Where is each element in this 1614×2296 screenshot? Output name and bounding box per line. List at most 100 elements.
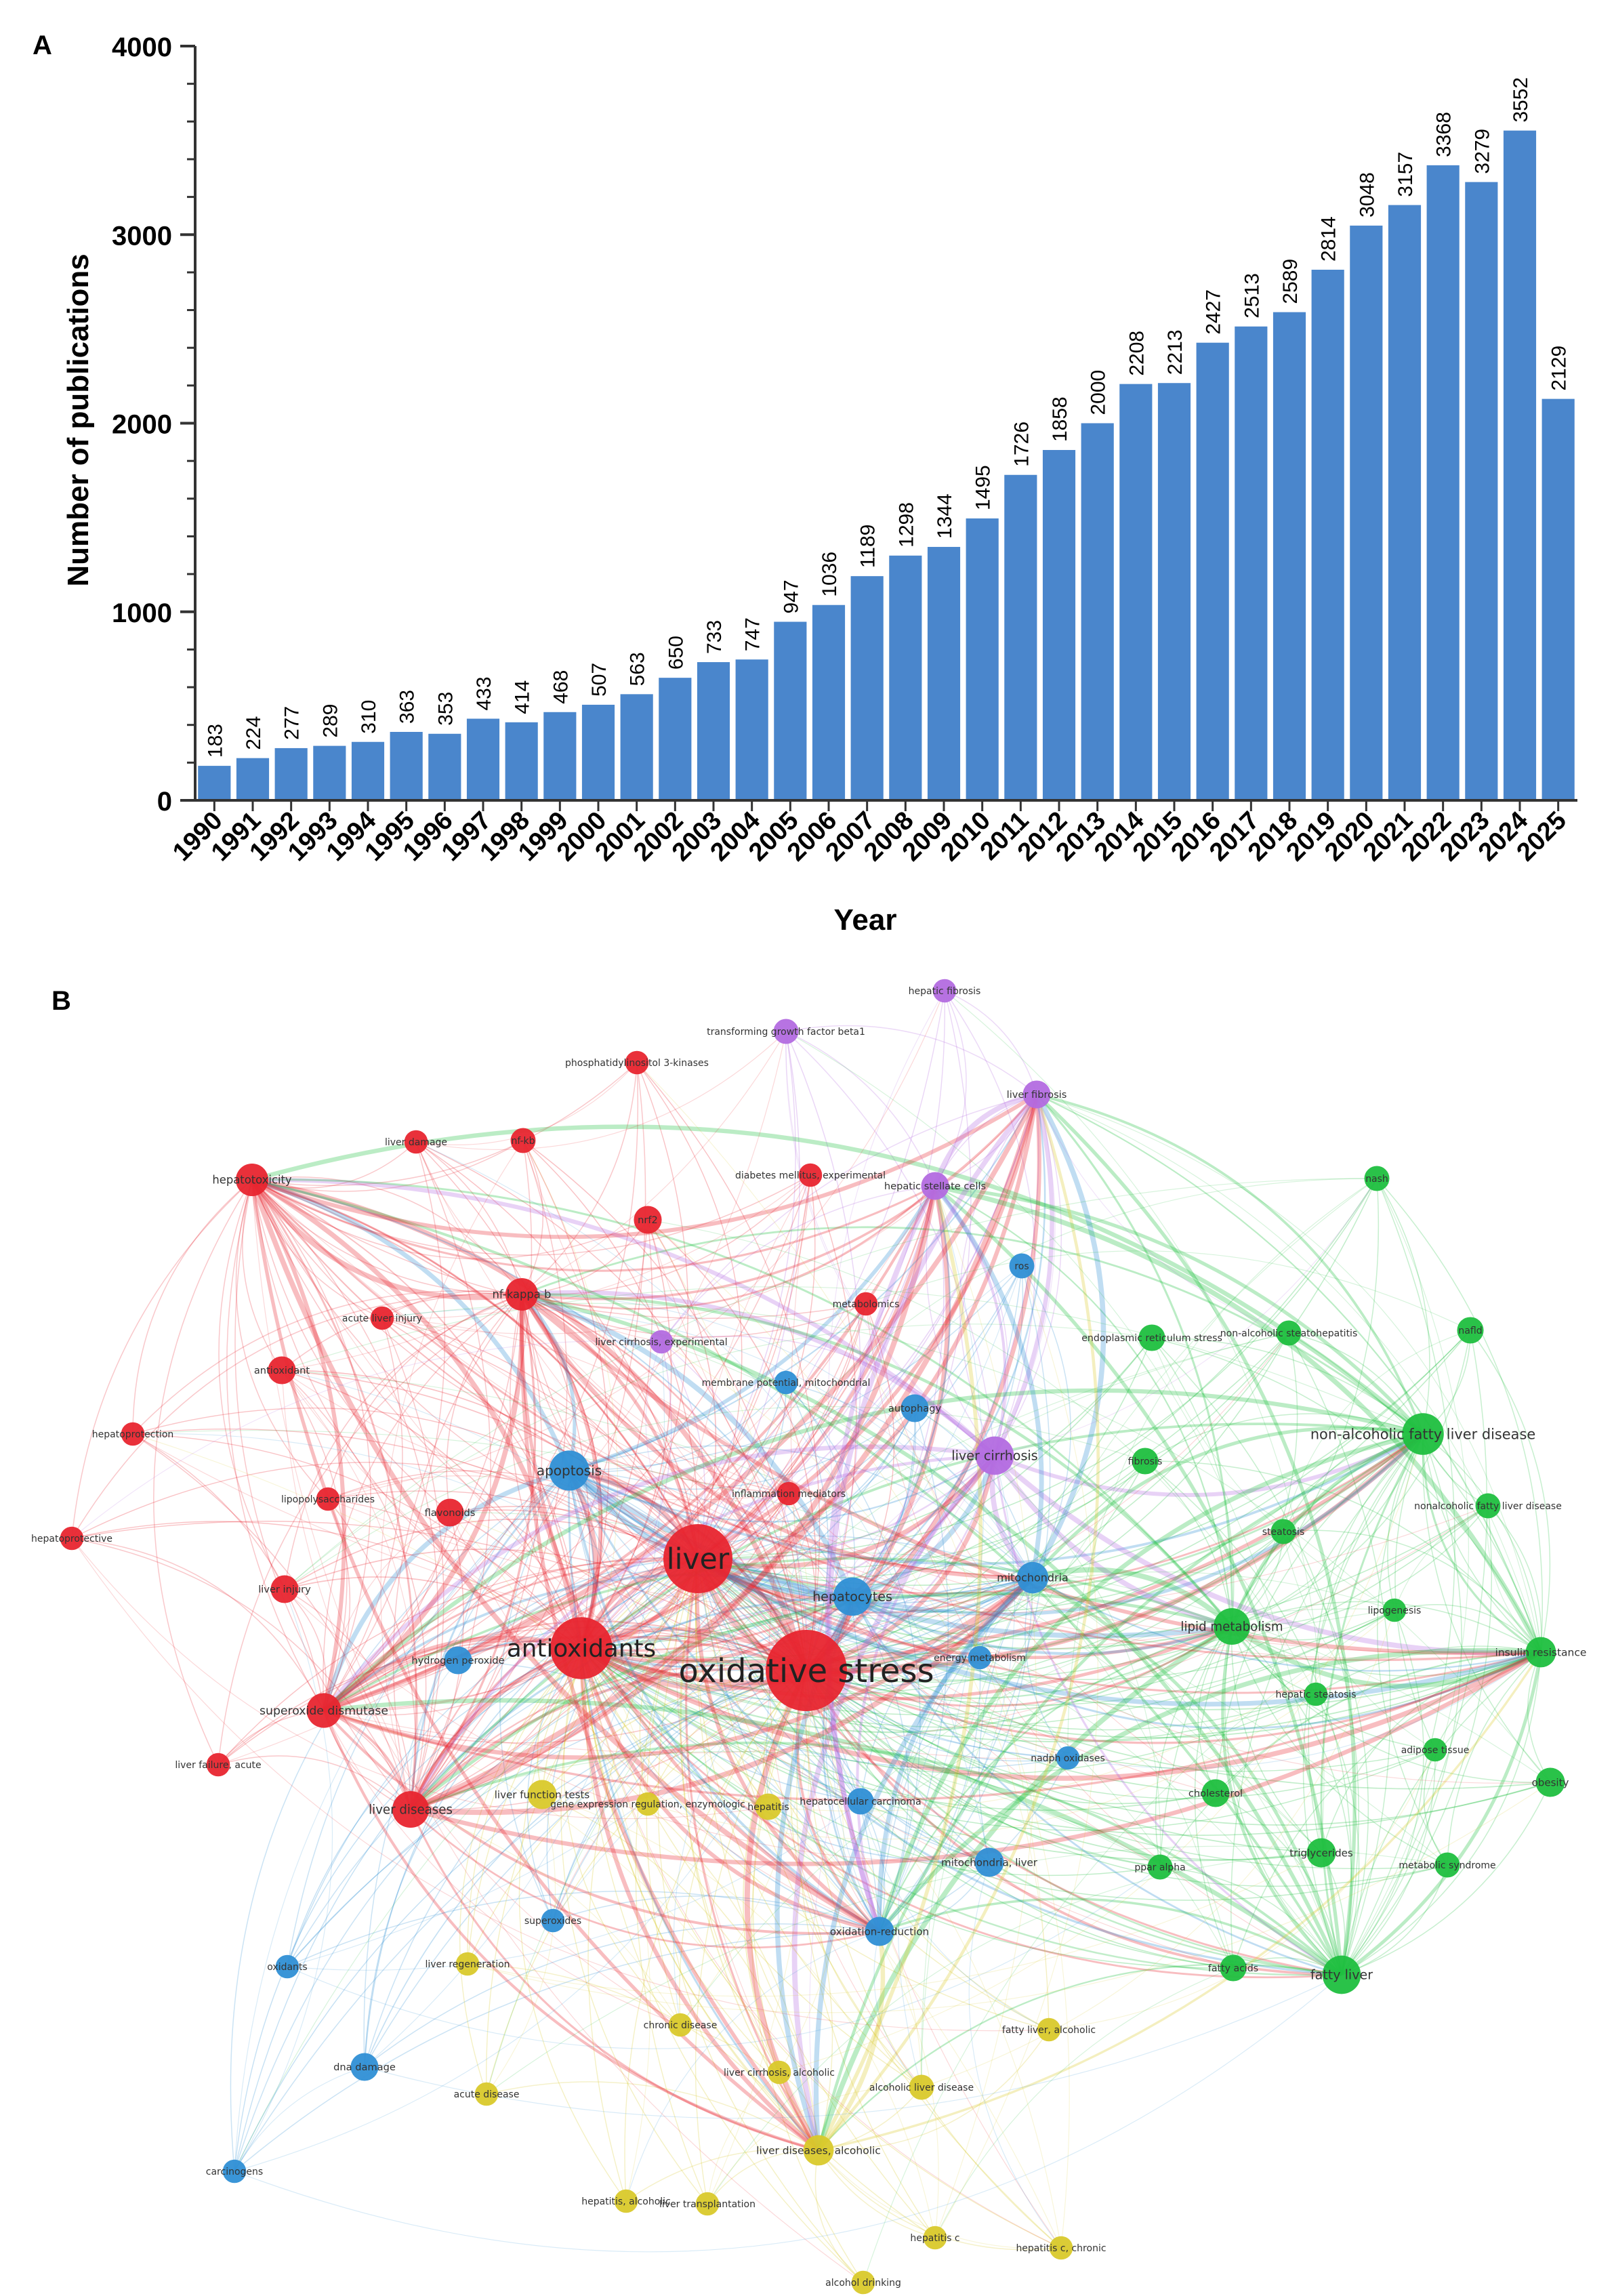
network-edge <box>1283 1330 1471 1532</box>
network-edge <box>410 1294 543 1810</box>
network-edge <box>409 1557 699 1810</box>
network-edge <box>1394 1433 1436 1750</box>
network-edge <box>865 1250 1471 1331</box>
node-label: obesity <box>1532 1776 1569 1788</box>
node-label: liver cirrhosis <box>951 1448 1037 1464</box>
bar-2006 <box>812 604 846 800</box>
network-edge <box>71 1538 411 1810</box>
network-edge <box>852 1595 1541 1729</box>
network-edge <box>327 1498 582 1649</box>
node-non-alcoholic-steatohepatitis <box>1276 1320 1302 1346</box>
network-edge <box>251 1092 1038 1239</box>
network-edge <box>1036 1093 1424 1435</box>
network-edge <box>581 1185 936 1649</box>
network-edge <box>581 1647 1436 1831</box>
network-edge <box>795 1670 880 1932</box>
y-axis-title: Number of publications <box>62 253 95 586</box>
network-edge <box>323 1574 853 1712</box>
network-edge <box>873 1931 922 2088</box>
network-edge <box>568 1185 937 1473</box>
network-edge <box>1231 1626 1541 1677</box>
node-liver-diseases-alcoholic <box>803 2135 834 2166</box>
network-edge <box>287 1670 807 1967</box>
network-edge <box>680 1493 814 2026</box>
node-hepatoprotection <box>121 1422 145 1446</box>
network-edge <box>806 1670 1161 1868</box>
network-edge <box>132 1430 1448 1866</box>
network-edge <box>1341 1178 1469 1975</box>
node-label: nf-kappa b <box>493 1288 552 1301</box>
node-label: liver diseases <box>369 1803 453 1817</box>
network-edge <box>323 1576 1035 1760</box>
network-edge <box>522 1140 807 1671</box>
network-edge <box>1422 1433 1541 1653</box>
network-edge <box>1151 1337 1359 1975</box>
network-edge <box>71 1538 325 1711</box>
network-edge <box>680 1610 1395 2026</box>
node-mitochondria <box>1016 1561 1049 1594</box>
network-edge <box>521 1294 789 1494</box>
node-hepatic-steatosis <box>1304 1682 1328 1706</box>
network-edge <box>680 2024 819 2151</box>
network-edge <box>580 1094 1039 1650</box>
network-edge <box>251 1178 936 1272</box>
network-edge <box>707 2087 922 2205</box>
network-edge <box>323 1620 807 1711</box>
network-edge <box>552 1577 1033 1921</box>
node-fatty-liver <box>1322 1955 1361 1994</box>
node-hepatotoxicity <box>235 1163 269 1197</box>
network-edge <box>218 1755 411 1810</box>
node-liver-diseases <box>392 1791 429 1828</box>
network-edge <box>1230 1433 1424 1969</box>
network-edge <box>818 1963 1342 2151</box>
network-edge <box>381 1317 582 1649</box>
node-hepatic-stellate-cells <box>921 1172 949 1200</box>
network-edge <box>323 1141 446 1711</box>
network-edge <box>697 1558 1234 1969</box>
network-edge <box>521 1294 867 1338</box>
network-edge <box>323 1710 819 2151</box>
network-edge <box>251 1179 807 1671</box>
node-label: diabetes mellitus, experimental <box>735 1170 886 1181</box>
network-edge <box>785 1031 995 1456</box>
network-edge <box>806 1626 1233 1700</box>
network-edge <box>813 1576 1035 2151</box>
bar-2013 <box>1081 423 1114 800</box>
network-edge <box>251 1179 699 1559</box>
network-edge <box>541 1670 807 1795</box>
network-edge <box>581 1647 1216 1811</box>
network-edge <box>415 1141 990 1863</box>
network-edge <box>323 1557 699 1712</box>
keyword-co-occurrence-network: B oxidative stress liver antioxidants apopt… <box>31 979 1586 2295</box>
node-label: ppar alpha <box>1134 1862 1185 1873</box>
network-edge <box>852 1094 1046 1597</box>
network-edge <box>879 1185 985 1932</box>
bar-2015 <box>1157 383 1191 800</box>
bar-value-label: 224 <box>243 716 265 750</box>
network-edge <box>409 1454 995 1811</box>
network-edge <box>697 1094 1037 1559</box>
network-edge <box>410 1576 1035 1816</box>
network-edge <box>581 1303 867 1649</box>
network-edge <box>364 1974 1342 2119</box>
network-edge <box>518 1647 627 2202</box>
network-edge <box>410 1140 568 1810</box>
network-edge <box>521 1290 997 1458</box>
network-edge <box>381 1174 811 1319</box>
network-edge <box>1321 1652 1541 1853</box>
node-antioxidant <box>268 1356 296 1385</box>
bar-value-label: 1726 <box>1010 422 1033 467</box>
network-edge <box>695 1558 881 1933</box>
network-edge <box>449 1512 651 2202</box>
network-edge <box>697 1558 980 1658</box>
bar-value-label: 363 <box>396 690 419 724</box>
network-edge <box>581 1094 1037 1649</box>
network-edge <box>520 1292 1541 1656</box>
network-edge <box>697 1558 1216 1794</box>
node-energy-metabolism <box>968 1645 992 1670</box>
network-edge <box>1341 1652 1541 1975</box>
network-edge <box>697 1558 1322 1853</box>
network-edge <box>697 1557 1233 1660</box>
network-edge <box>647 1803 819 2151</box>
node-hepatitis-alcoholic <box>614 2189 638 2213</box>
